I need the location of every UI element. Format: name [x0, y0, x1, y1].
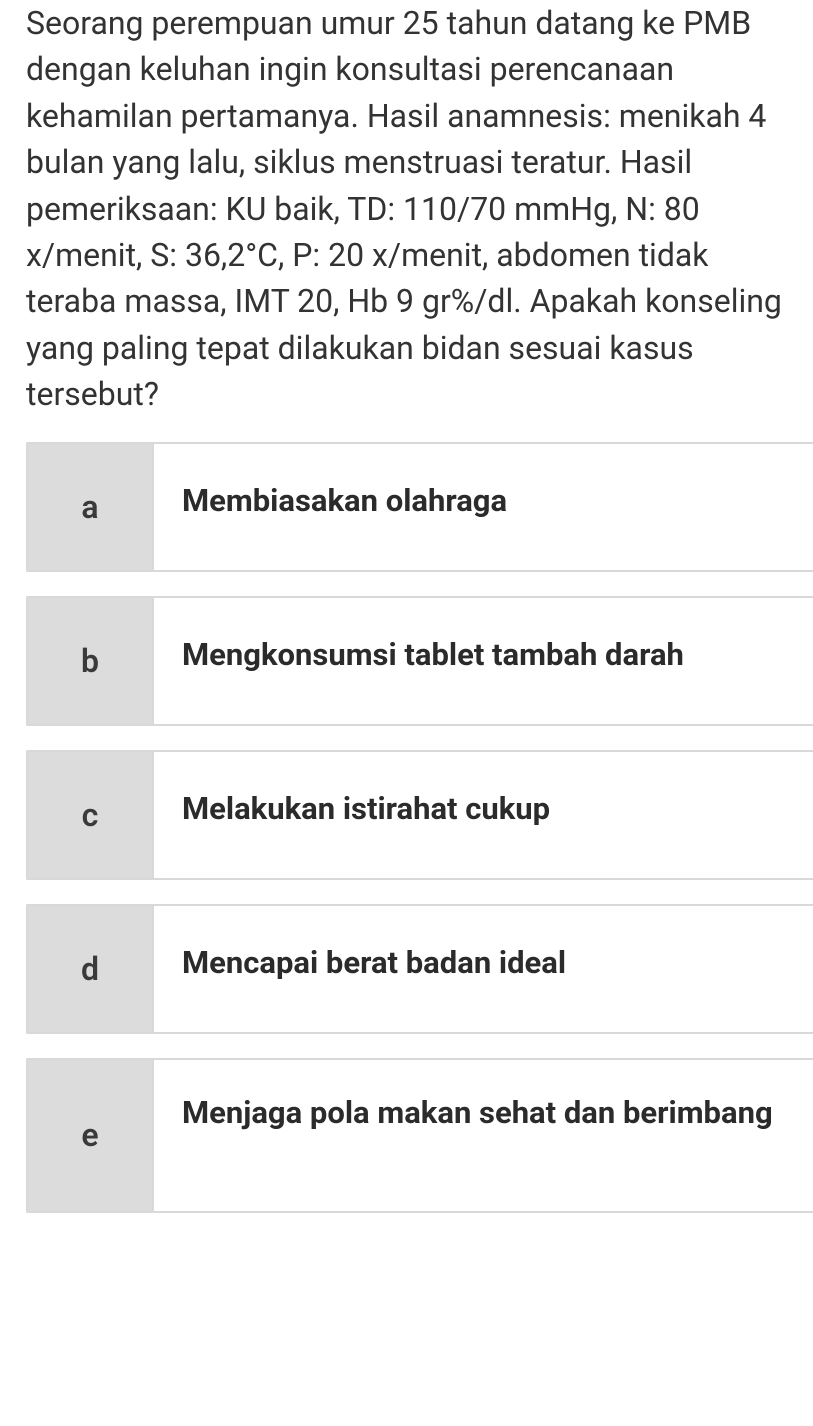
option-row-c[interactable]: c Melakukan istirahat cukup: [26, 750, 813, 880]
option-row-a[interactable]: a Membiasakan olahraga: [26, 442, 813, 572]
option-letter: c: [28, 752, 154, 878]
option-letter: b: [28, 598, 154, 724]
option-row-b[interactable]: b Mengkonsumsi tablet tambah darah: [26, 596, 813, 726]
option-letter: a: [28, 444, 154, 570]
option-text: Menjaga pola makan sehat dan berimbang: [154, 1060, 813, 1211]
option-letter: d: [28, 906, 154, 1032]
option-row-d[interactable]: d Mencapai berat badan ideal: [26, 904, 813, 1034]
option-row-e[interactable]: e Menjaga pola makan sehat dan berimbang: [26, 1058, 813, 1213]
option-text: Membiasakan olahraga: [154, 444, 813, 570]
options-container: a Membiasakan olahraga b Mengkonsumsi ta…: [0, 442, 813, 1213]
question-text: Seorang perempuan umur 25 tahun datang k…: [0, 0, 813, 442]
option-text: Melakukan istirahat cukup: [154, 752, 813, 878]
option-text: Mengkonsumsi tablet tambah darah: [154, 598, 813, 724]
option-letter: e: [28, 1060, 154, 1211]
option-text: Mencapai berat badan ideal: [154, 906, 813, 1032]
